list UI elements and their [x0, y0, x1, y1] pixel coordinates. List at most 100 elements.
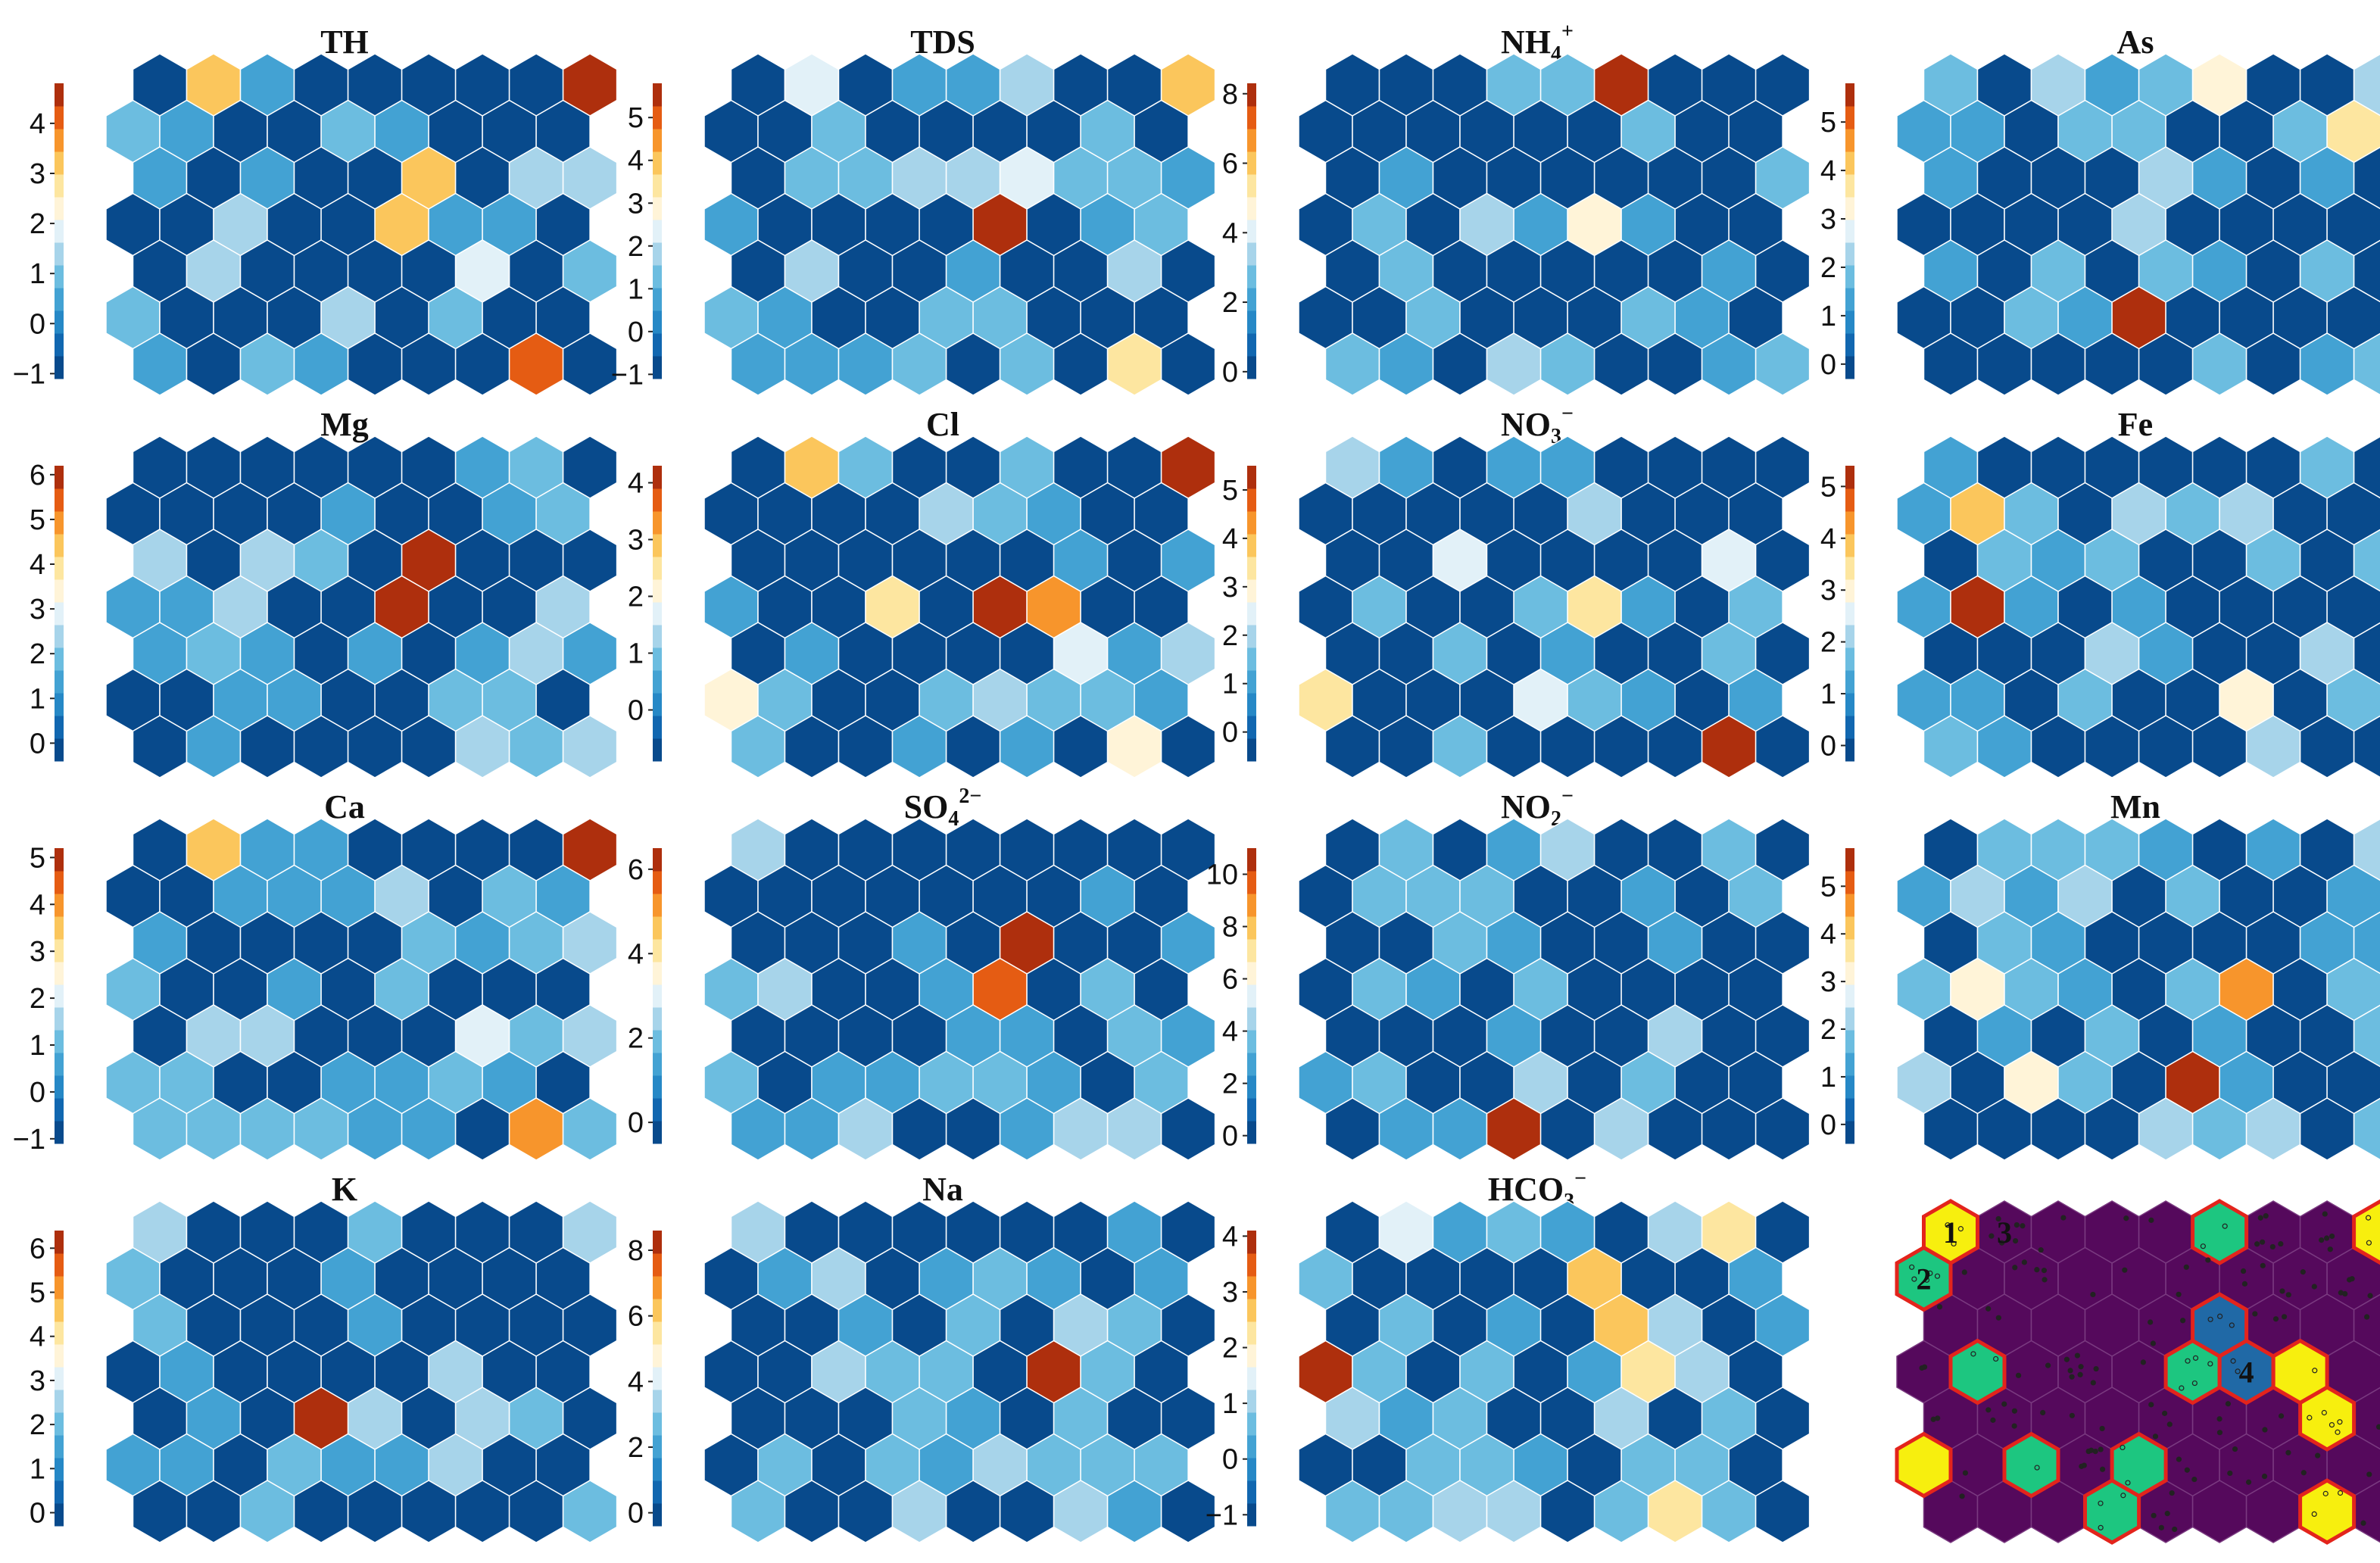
title-main: Ca	[324, 788, 365, 825]
colorbar-segment	[55, 1503, 64, 1527]
colorbar-segment	[1247, 1075, 1256, 1099]
colorbar-segment	[55, 894, 64, 917]
colorbar-tick-label: 6	[30, 1233, 45, 1265]
colorbar-segment	[55, 220, 64, 243]
sample-dot	[2364, 1314, 2370, 1320]
colorbar-segment	[1247, 1390, 1256, 1413]
sample-dot	[2240, 1268, 2247, 1274]
colorbar-segment	[55, 488, 64, 512]
colorbar-segment	[55, 962, 64, 985]
sample-dot	[2015, 1372, 2022, 1378]
colorbar-tick-label: 1	[628, 273, 644, 305]
colorbar-segment	[653, 871, 662, 894]
sample-dot	[2329, 1233, 2335, 1240]
panel-0: TH −1 0 1 2 3 4	[13, 23, 618, 396]
colorbar-tick-label: −1	[611, 359, 644, 391]
panel-13: Na 0 2 4 6 8	[628, 1171, 1216, 1543]
colorbar-tick-label: 3	[30, 158, 45, 190]
colorbar-segment	[1247, 1458, 1256, 1481]
colorbar-tick-label: 2	[1222, 620, 1238, 652]
colorbar-segment	[1845, 579, 1854, 603]
colorbar-segment	[653, 984, 662, 1008]
colorbar-segment	[1247, 647, 1256, 671]
colorbar-segment	[55, 579, 64, 603]
colorbar-segment	[1845, 716, 1854, 739]
sample-dot	[2148, 1217, 2154, 1223]
sample-dot	[2262, 1427, 2268, 1433]
title-main: Fe	[2118, 406, 2153, 443]
sample-dot	[2034, 1465, 2040, 1471]
sample-dot	[1930, 1416, 1936, 1422]
title-sub: 4	[948, 807, 959, 831]
colorbar-segment	[1845, 984, 1854, 1008]
sample-dot	[2169, 1490, 2175, 1496]
sample-dot	[2222, 1223, 2228, 1229]
colorbar-tick-label: 4	[1820, 155, 1836, 187]
colorbar-segment	[1247, 871, 1256, 894]
colorbar-tick-label: 10	[1206, 859, 1238, 891]
colorbar-segment	[653, 916, 662, 940]
colorbar-segment	[1247, 151, 1256, 175]
sample-dot	[1927, 1270, 1933, 1276]
colorbar-segment	[55, 1299, 64, 1322]
colorbar-tick-label: 5	[628, 102, 644, 134]
panel-title: Fe	[2118, 406, 2153, 443]
sample-dot	[2278, 1413, 2285, 1419]
colorbar-tick-label: 3	[30, 936, 45, 968]
colorbar-tick-label: 3	[1820, 204, 1836, 236]
colorbar-segment	[1247, 1053, 1256, 1076]
sample-dot	[2122, 1267, 2128, 1273]
sample-dot	[2311, 1284, 2317, 1290]
panel-12: K 0 1 2 3 4 5 6	[30, 1171, 618, 1543]
colorbar-tick-label: 4	[30, 1321, 45, 1353]
colorbar-tick-label: 0	[30, 1077, 45, 1109]
colorbar-tick-label: 6	[628, 854, 644, 886]
sample-dot	[1995, 1315, 2001, 1321]
colorbar-segment	[55, 738, 64, 762]
colorbar-tick-label: 4	[1222, 1221, 1238, 1253]
cluster-boundary	[2352, 1199, 2380, 1265]
colorbar-tick-label: 3	[30, 1365, 45, 1397]
hex-cell	[1160, 1480, 1216, 1543]
sample-dot	[2307, 1415, 2313, 1421]
colorbar-tick-label: 0	[1222, 717, 1238, 749]
colorbar-segment	[1845, 242, 1854, 266]
colorbar-tick-label: 3	[628, 188, 644, 220]
hex-cell	[562, 332, 618, 396]
sample-dot	[2261, 1473, 2268, 1480]
sample-dot	[2285, 1292, 2291, 1298]
colorbar-segment	[1845, 1075, 1854, 1099]
colorbar-segment	[653, 1053, 662, 1076]
colorbar-tick-label: 0	[30, 308, 45, 340]
sample-dot	[2281, 1314, 2288, 1320]
colorbar-segment	[55, 356, 64, 379]
colorbar-segment	[1845, 466, 1854, 489]
colorbar-tick-label: 1	[30, 258, 45, 290]
colorbar-segment	[1247, 738, 1256, 762]
colorbar-segment	[1247, 242, 1256, 266]
colorbar-tick-label: 6	[628, 1301, 644, 1333]
cluster-boundary	[2083, 1478, 2141, 1545]
colorbar-segment	[653, 716, 662, 739]
colorbar-segment	[1247, 265, 1256, 289]
sample-dot	[2227, 1470, 2233, 1477]
colorbar-segment	[653, 466, 662, 489]
sample-dot	[2315, 1452, 2321, 1458]
colorbar-segment	[1247, 534, 1256, 557]
colorbar-segment	[1845, 557, 1854, 580]
hex-cell	[2353, 332, 2380, 396]
sample-dot	[2322, 1490, 2329, 1496]
colorbar-segment	[55, 242, 64, 266]
colorbar-segment	[653, 1276, 662, 1299]
colorbar-segment	[1845, 511, 1854, 535]
colorbar-segment	[653, 1344, 662, 1368]
sample-dot	[2148, 1402, 2154, 1408]
colorbar-segment	[55, 647, 64, 671]
colorbar-segment	[1845, 310, 1854, 334]
sample-dot	[2278, 1240, 2284, 1247]
colorbar-segment	[55, 333, 64, 357]
colorbar-segment	[653, 1030, 662, 1053]
sample-dot	[2338, 1290, 2344, 1296]
colorbar-tick-label: 1	[30, 1453, 45, 1485]
